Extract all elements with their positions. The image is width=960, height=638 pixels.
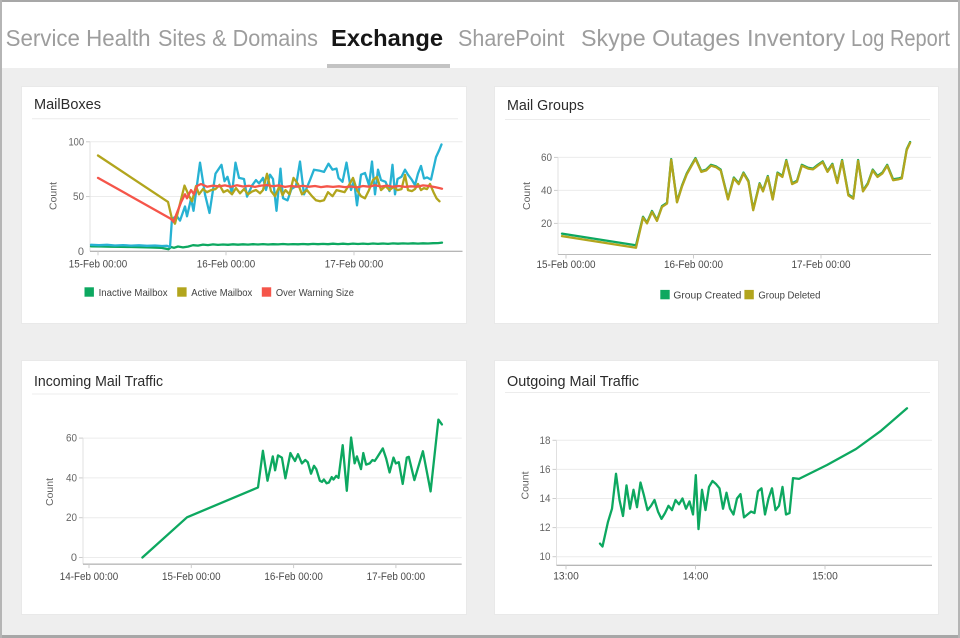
svg-text:Incoming Mail Traffic: Incoming Mail Traffic <box>34 374 163 390</box>
svg-text:40: 40 <box>541 185 552 197</box>
svg-text:14-Feb 00:00: 14-Feb 00:00 <box>60 571 119 583</box>
svg-text:Sites & Domains: Sites & Domains <box>158 25 318 51</box>
svg-text:17-Feb 00:00: 17-Feb 00:00 <box>367 571 426 583</box>
svg-text:60: 60 <box>541 152 552 164</box>
svg-text:Over Warning Size: Over Warning Size <box>276 287 354 299</box>
svg-text:17-Feb 00:00: 17-Feb 00:00 <box>325 258 384 270</box>
svg-text:15:00: 15:00 <box>812 570 838 582</box>
svg-text:14:00: 14:00 <box>683 570 709 582</box>
svg-text:Group Created: Group Created <box>673 290 741 302</box>
svg-text:Service Health: Service Health <box>6 25 151 51</box>
svg-text:50: 50 <box>73 191 84 203</box>
svg-text:Inventory: Inventory <box>747 25 846 51</box>
svg-text:20: 20 <box>541 218 552 230</box>
svg-text:Mail Groups: Mail Groups <box>507 98 584 114</box>
svg-text:Exchange: Exchange <box>331 25 443 51</box>
svg-text:17-Feb 00:00: 17-Feb 00:00 <box>792 259 851 271</box>
svg-text:15-Feb 00:00: 15-Feb 00:00 <box>537 259 596 271</box>
svg-text:15-Feb 00:00: 15-Feb 00:00 <box>69 258 128 270</box>
svg-text:10: 10 <box>540 551 551 563</box>
svg-text:20: 20 <box>66 512 77 524</box>
svg-text:Log Report: Log Report <box>851 25 951 51</box>
svg-text:Count: Count <box>521 182 533 210</box>
svg-text:Count: Count <box>48 182 60 210</box>
svg-text:Active Mailbox: Active Mailbox <box>191 287 253 299</box>
svg-text:Group Deleted: Group Deleted <box>758 290 820 302</box>
svg-text:0: 0 <box>78 246 84 258</box>
svg-text:16-Feb 00:00: 16-Feb 00:00 <box>197 258 256 270</box>
svg-text:15-Feb 00:00: 15-Feb 00:00 <box>162 571 221 583</box>
svg-text:SharePoint: SharePoint <box>458 25 565 51</box>
svg-text:MailBoxes: MailBoxes <box>34 97 101 113</box>
svg-text:16-Feb 00:00: 16-Feb 00:00 <box>264 571 323 583</box>
svg-text:Count: Count <box>44 478 56 506</box>
svg-text:16: 16 <box>540 464 551 476</box>
svg-text:14: 14 <box>540 493 551 505</box>
svg-text:16-Feb 00:00: 16-Feb 00:00 <box>664 259 723 271</box>
svg-text:Inactive Mailbox: Inactive Mailbox <box>99 287 169 299</box>
svg-text:Skype Outages: Skype Outages <box>581 25 740 51</box>
svg-text:0: 0 <box>71 552 77 564</box>
svg-text:12: 12 <box>540 522 551 534</box>
svg-text:Outgoing Mail Traffic: Outgoing Mail Traffic <box>507 374 639 390</box>
svg-text:Count: Count <box>520 471 532 499</box>
svg-text:40: 40 <box>66 472 77 484</box>
svg-text:100: 100 <box>69 136 85 148</box>
svg-text:18: 18 <box>540 435 551 447</box>
svg-text:13:00: 13:00 <box>553 570 579 582</box>
svg-text:60: 60 <box>66 433 77 445</box>
